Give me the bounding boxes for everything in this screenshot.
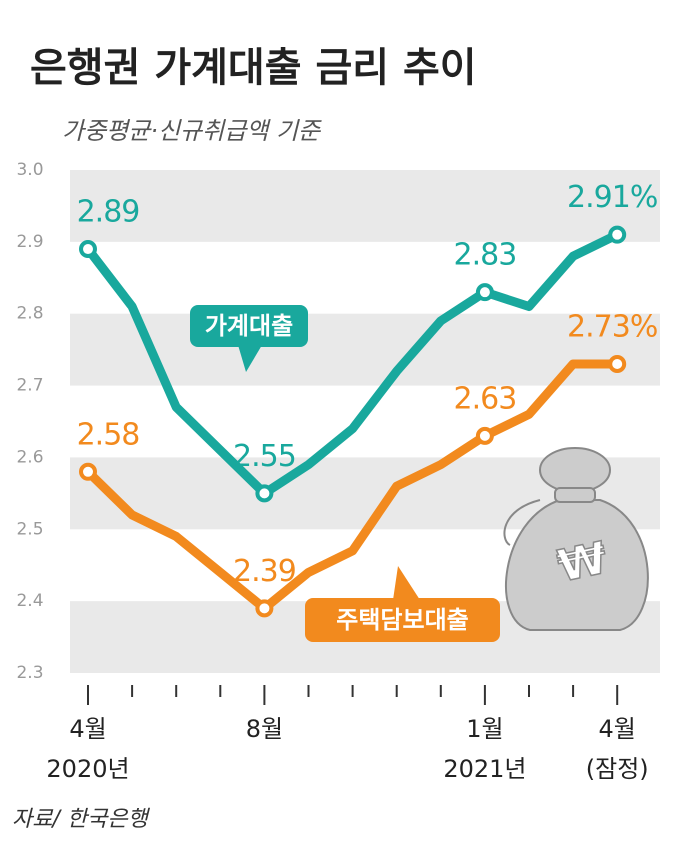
chart-subtitle: 가중평균·신규취급액 기준 [62, 117, 322, 145]
callout-tail [238, 345, 262, 372]
series-line [83, 230, 622, 498]
chart-title: 은행권 가계대출 금리 추이 [30, 45, 477, 91]
y-tick-label: 2.3 [16, 663, 43, 683]
grid-band [70, 170, 660, 242]
data-label: 2.91% [567, 180, 657, 215]
point-marker [475, 426, 494, 445]
series-line [83, 359, 622, 613]
data-label: 2.55 [233, 439, 296, 474]
point-marker [255, 484, 274, 503]
y-tick-label: 2.6 [16, 447, 43, 467]
callout-tail [393, 566, 420, 600]
x-tick-label: 8월 [246, 715, 283, 743]
y-tick-label: 2.7 [16, 376, 43, 396]
x-tick-label: 1월 [466, 715, 503, 743]
legend-label: 주택담보대출 [336, 606, 468, 634]
data-label: 2.83 [454, 238, 517, 273]
x-sublabel: 2020년 [46, 755, 129, 783]
data-label: 2.39 [233, 554, 296, 589]
money-bag-icon: ₩ [503, 447, 649, 631]
point-marker [255, 599, 274, 618]
point-marker [79, 462, 97, 481]
data-label: 2.89 [77, 195, 140, 230]
point-marker [475, 283, 494, 302]
y-tick-label: 2.8 [16, 304, 43, 324]
callout-box [190, 305, 308, 347]
x-sublabel: (잠정) [586, 755, 649, 783]
y-tick-label: 2.4 [16, 591, 43, 611]
svg-text:₩: ₩ [553, 533, 611, 593]
legend-label: 가계대출 [205, 312, 293, 340]
y-tick-label: 2.5 [16, 519, 43, 539]
data-label: 2.73% [567, 310, 657, 345]
point-marker [79, 240, 97, 259]
y-tick-label: 3.0 [16, 160, 43, 180]
point-marker [608, 225, 627, 244]
data-label: 2.63 [454, 381, 517, 416]
callout-box [305, 598, 500, 642]
point-marker [608, 355, 627, 374]
x-tick-label: 4월 [599, 715, 636, 743]
x-tick-label: 4월 [69, 715, 106, 743]
data-label: 2.58 [77, 417, 140, 452]
source: 자료/ 한국은행 [12, 807, 151, 832]
x-sublabel: 2021년 [443, 755, 526, 783]
y-tick-label: 2.9 [16, 232, 43, 252]
